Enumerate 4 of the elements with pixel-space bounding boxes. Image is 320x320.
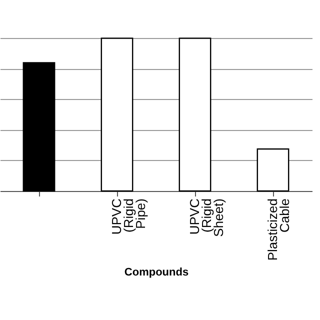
x-tick-label: UPVC (Rigid Pipe): [109, 198, 148, 235]
x-tick-label: Plasticized Cable: [265, 198, 292, 261]
x-axis-title: Compounds: [124, 266, 189, 279]
x-tick-label: UPVC (Rigid Sheet): [187, 198, 226, 237]
